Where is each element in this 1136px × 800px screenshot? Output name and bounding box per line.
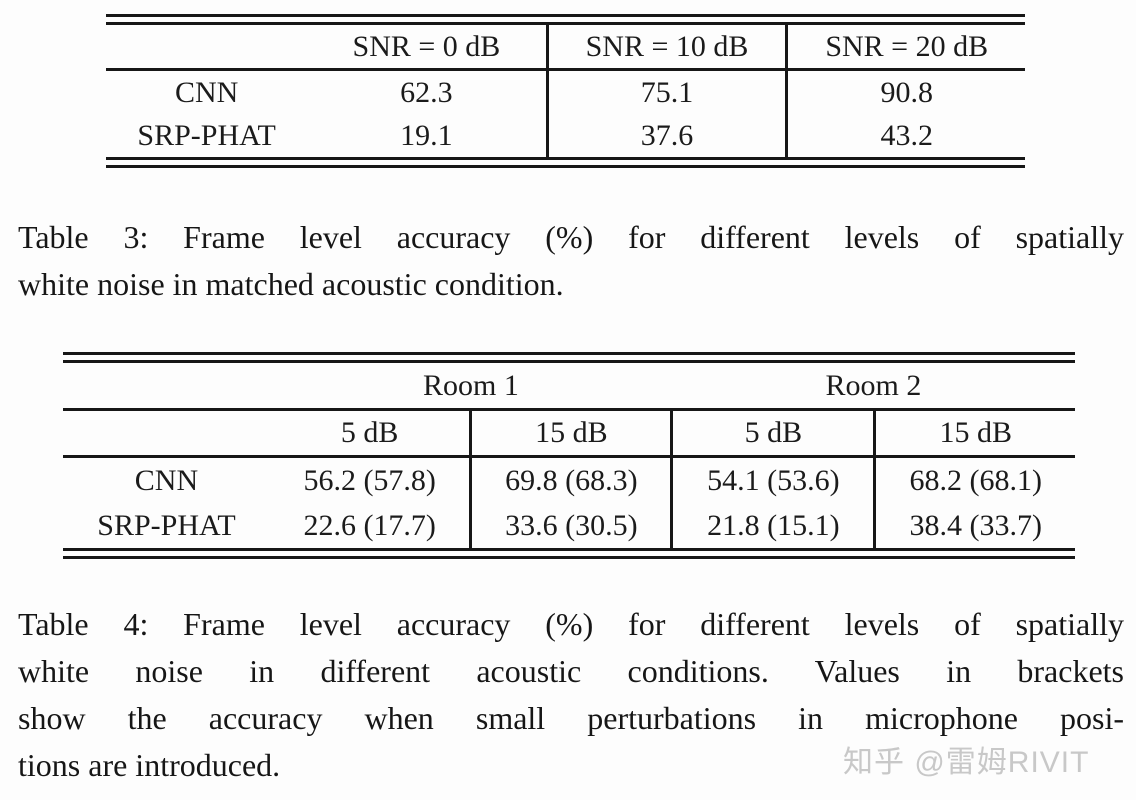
data-cell: 75.1 (545, 69, 787, 114)
data-cell: 68.2 (68.1) (873, 456, 1075, 503)
data-cell: 54.1 (53.6) (670, 456, 875, 503)
data-cell: 38.4 (33.7) (873, 503, 1075, 548)
table4-corner-cell (63, 409, 270, 458)
row-label: CNN (134, 463, 199, 497)
table3-col-header: SNR = 10 dB (545, 25, 787, 71)
table4-bottom-rule (63, 548, 1075, 559)
table3-row-cnn: CNN 62.3 75.1 90.8 (106, 69, 1025, 114)
caption-line: white noise in different acoustic condit… (18, 653, 1124, 689)
caption-line: tions are introduced. (18, 747, 281, 783)
data-cell: 22.6 (17.7) (303, 508, 436, 542)
caption-line: white noise in matched acoustic conditio… (18, 266, 564, 302)
table3-corner-cell (106, 25, 308, 71)
table3: SNR = 0 dB SNR = 10 dB SNR = 20 dB CNN 6… (106, 25, 1025, 157)
table3-row-srp-phat: SRP-PHAT 19.1 37.6 43.2 (106, 114, 1025, 157)
data-cell: 56.2 (57.8) (303, 463, 436, 497)
table3-bottom-rule (106, 157, 1025, 168)
zhihu-watermark: 知乎 @雷姆RIVIT (843, 746, 1090, 779)
data-cell: 21.8 (15.1) (670, 503, 875, 548)
table4: Room 1 Room 2 5 dB 15 dB 5 dB 15 dB CNN … (63, 363, 1075, 548)
table4-col-header: 5 dB (670, 409, 875, 458)
table4-row-cnn: CNN 56.2 (57.8) 69.8 (68.3) 54.1 (53.6) … (63, 456, 1075, 503)
table4-group-header-room1: Room 1 (269, 363, 672, 411)
data-cell: 62.3 (400, 75, 453, 109)
data-cell: 33.6 (30.5) (469, 503, 672, 548)
table3-caption: Table 3: Frame level accuracy (%) for di… (18, 214, 1124, 308)
table3-header-row: SNR = 0 dB SNR = 10 dB SNR = 20 dB (106, 25, 1025, 71)
table3-section: SNR = 0 dB SNR = 10 dB SNR = 20 dB CNN 6… (106, 14, 1025, 168)
table4-section: Room 1 Room 2 5 dB 15 dB 5 dB 15 dB CNN … (63, 352, 1075, 559)
table4-top-rule (63, 352, 1075, 363)
table3-top-rule (106, 14, 1025, 25)
caption-line: Table 4: Frame level accuracy (%) for di… (18, 606, 1124, 642)
row-label: SRP-PHAT (97, 508, 236, 542)
table4-group-header-room2: Room 2 (671, 363, 1075, 411)
row-label: CNN (174, 75, 239, 109)
table3-col-header: SNR = 20 dB (785, 25, 1025, 71)
table4-col-header: 15 dB (873, 409, 1075, 458)
data-cell: 69.8 (68.3) (469, 456, 672, 503)
table3-col-header: SNR = 0 dB (307, 25, 548, 71)
table4-col-header: 15 dB (469, 409, 672, 458)
data-cell: 90.8 (785, 69, 1025, 114)
table4-row-srp-phat: SRP-PHAT 22.6 (17.7) 33.6 (30.5) 21.8 (1… (63, 503, 1075, 548)
table4-subheader-row: 5 dB 15 dB 5 dB 15 dB (63, 409, 1075, 458)
row-label: SRP-PHAT (137, 118, 276, 152)
table4-corner-cell (63, 363, 270, 411)
data-cell: 37.6 (545, 114, 787, 157)
table4-caption: Table 4: Frame level accuracy (%) for di… (18, 601, 1124, 789)
table4-group-header-row: Room 1 Room 2 (63, 363, 1075, 411)
caption-line: show the accuracy when small perturbatio… (18, 700, 1124, 736)
data-cell: 19.1 (400, 118, 453, 152)
table4-col-header: 5 dB (269, 409, 471, 458)
caption-line: Table 3: Frame level accuracy (%) for di… (18, 219, 1124, 255)
data-cell: 43.2 (785, 114, 1025, 157)
